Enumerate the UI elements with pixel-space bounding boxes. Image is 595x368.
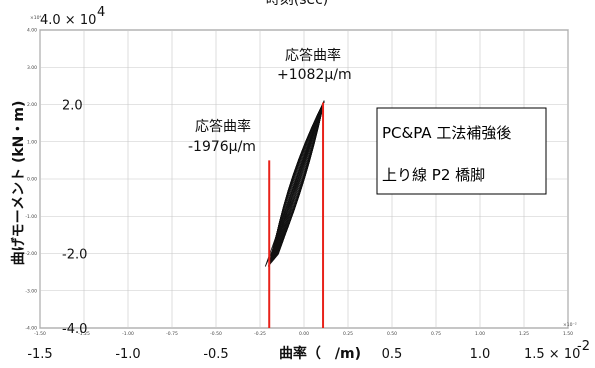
legend-box-line1: PC&PA 工法補強後 xyxy=(382,124,511,142)
y-small-tick-label: -3.00 xyxy=(25,288,37,294)
x-small-tick-label: -1.25 xyxy=(78,331,90,337)
legend-box: PC&PA 工法補強後 上り線 P2 橋脚 xyxy=(376,107,547,195)
y-big-tick-label: 2.0 xyxy=(62,99,83,114)
y-small-tick-label: -4.00 xyxy=(25,326,37,332)
x-max-exponent: -2 xyxy=(577,339,590,354)
legend-box-line2: 上り線 P2 橋脚 xyxy=(382,166,485,184)
big-tick-labels: -1.5 -1.0 -0.5 0.5 1.0 2.0 -2.0 -4.0 xyxy=(27,99,490,363)
y-small-tick-label: 3.00 xyxy=(27,65,37,71)
annotation-negative-line1: 応答曲率 xyxy=(195,118,251,135)
legend-box-frame xyxy=(376,107,547,195)
y-scale-small: ×10⁴ xyxy=(30,15,41,21)
x-small-tick-label: 0.25 xyxy=(343,331,353,337)
small-tick-labels: -1.50 -1.25 -1.00 -0.75 -0.50 -0.25 0.00 0.25 0.… xyxy=(25,28,573,338)
annotation-negative-line2: -1976μ/m xyxy=(188,139,256,155)
chart-header-text: 時刻(sec) xyxy=(266,0,329,8)
x-big-tick-label: 1.0 xyxy=(470,347,491,362)
y-big-tick-label: -4.0 xyxy=(62,322,87,337)
x-max-label: 1.5 × 10 xyxy=(524,347,580,362)
y-small-tick-label: -2.00 xyxy=(25,251,37,257)
x-big-tick-label: 0.5 xyxy=(382,347,403,362)
hysteresis-cycle xyxy=(277,100,325,255)
x-small-tick-label: -0.25 xyxy=(254,331,266,337)
x-scale-small: ×10⁻² xyxy=(563,322,577,328)
x-small-tick-label: 1.50 xyxy=(563,331,573,337)
annotation-positive-line1: 応答曲率 xyxy=(285,47,341,64)
x-big-tick-label: -0.5 xyxy=(203,347,228,362)
x-small-tick-label: 0.75 xyxy=(431,331,441,337)
annotation-negative: 応答曲率 -1976μ/m xyxy=(188,118,256,155)
x-small-tick-label: 1.25 xyxy=(519,331,529,337)
x-small-tick-label: -1.50 xyxy=(34,331,46,337)
x-small-tick-label: 0.50 xyxy=(387,331,397,337)
grid xyxy=(39,29,569,329)
x-big-tick-label: -1.0 xyxy=(115,347,140,362)
y-small-tick-label: 1.00 xyxy=(27,139,37,145)
x-small-tick-label: 0.00 xyxy=(299,331,309,337)
annotation-positive-line2: +1082μ/m xyxy=(277,67,352,83)
x-big-tick-label: -1.5 xyxy=(27,347,52,362)
y-max-exponent: 4 xyxy=(97,5,105,20)
x-small-tick-label: 1.00 xyxy=(475,331,485,337)
x-axis-title: 曲率（ /m) xyxy=(279,345,361,362)
y-max-label: 4.0 × 10 xyxy=(40,13,96,28)
y-small-tick-label: -1.00 xyxy=(25,214,37,220)
x-small-tick-label: -0.75 xyxy=(166,331,178,337)
y-big-tick-label: -2.0 xyxy=(62,248,87,263)
x-small-tick-label: -1.00 xyxy=(122,331,134,337)
y-small-tick-label: 4.00 xyxy=(27,28,37,34)
hysteresis-loop xyxy=(264,100,325,267)
annotation-positive: 応答曲率 +1082μ/m xyxy=(277,47,352,83)
y-small-tick-label: 0.00 xyxy=(27,177,37,183)
y-small-tick-label: 2.00 xyxy=(27,102,37,108)
y-axis-title: 曲げモーメント (kN・m) xyxy=(10,101,27,266)
response-markers xyxy=(268,102,325,328)
x-small-tick-label: -0.50 xyxy=(210,331,222,337)
